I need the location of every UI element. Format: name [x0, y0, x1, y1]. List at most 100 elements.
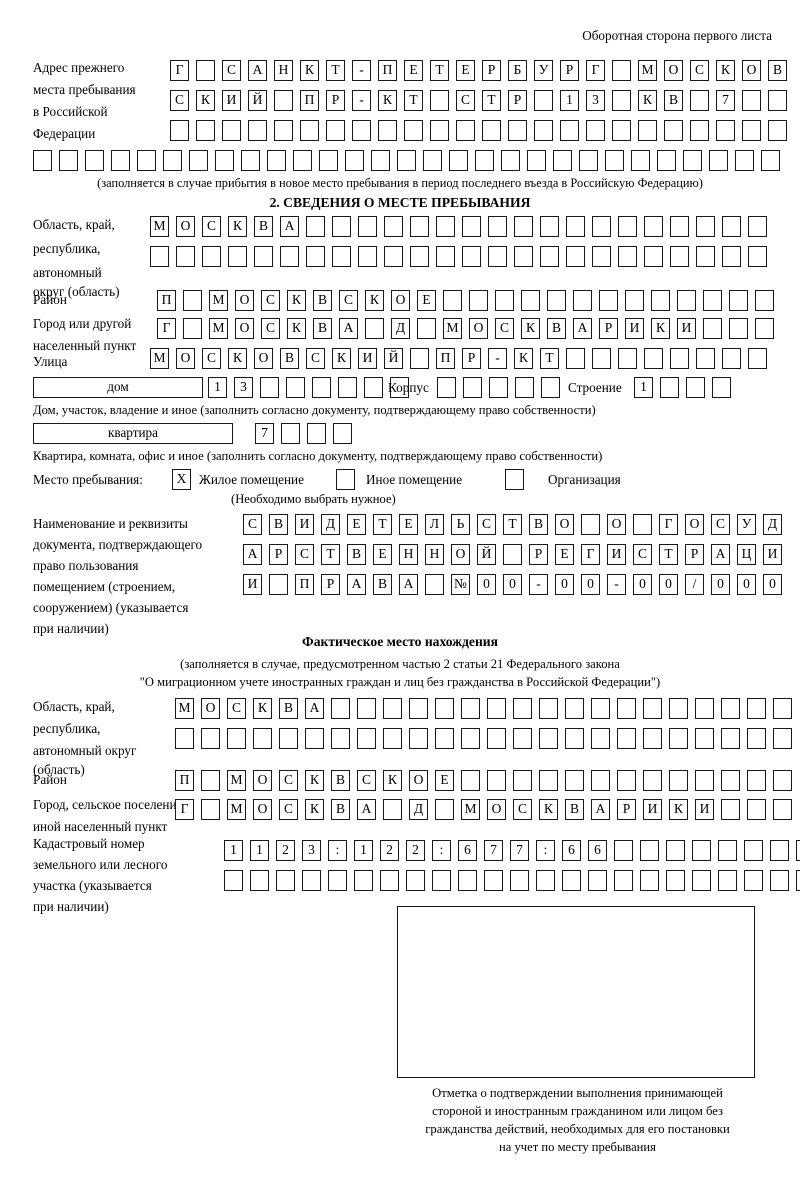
actual-city-row-cell-8[interactable]: А [357, 799, 376, 820]
prev-address-row-3-cell-11[interactable] [430, 120, 449, 141]
prev-address-row-3-cell-9[interactable] [378, 120, 397, 141]
document-row-2-cell-19[interactable]: А [711, 544, 730, 565]
cadastral-row-2[interactable] [224, 870, 800, 891]
document-row-3-cell-14[interactable]: 0 [581, 574, 600, 595]
prev-address-row-2-cell-5[interactable] [274, 90, 293, 111]
document-row-1-cell-16[interactable] [633, 514, 652, 535]
document-row-2-cell-1[interactable]: А [243, 544, 262, 565]
actual-city-row-cell-10[interactable]: Д [409, 799, 428, 820]
street-row-cell-13[interactable]: Р [462, 348, 481, 369]
prev-address-row-1-cell-5[interactable]: Н [274, 60, 293, 81]
actual-city-row-cell-11[interactable] [435, 799, 454, 820]
actual-district-row-cell-17[interactable] [591, 770, 610, 791]
region-row-2-cell-12[interactable] [436, 246, 455, 267]
actual-region-row-2-cell-15[interactable] [539, 728, 558, 749]
street-row-cell-11[interactable] [410, 348, 429, 369]
document-row-1-cell-3[interactable]: И [295, 514, 314, 535]
city-row-cell-13[interactable]: О [469, 318, 488, 339]
city-row-cell-15[interactable]: К [521, 318, 540, 339]
cadastral-row-1-cell-15[interactable]: 6 [588, 840, 607, 861]
prev-address-row-2-cell-8[interactable]: - [352, 90, 371, 111]
actual-region-row-2-cell-11[interactable] [435, 728, 454, 749]
region-row-1-cell-23[interactable] [722, 216, 741, 237]
prev-address-row-2-cell-1[interactable]: С [170, 90, 189, 111]
district-row-cell-5[interactable]: С [261, 290, 280, 311]
actual-region-row-2-cell-7[interactable] [331, 728, 350, 749]
cadastral-row-1-cell-7[interactable]: 2 [380, 840, 399, 861]
prev-address-row-3-cell-10[interactable] [404, 120, 423, 141]
region-row-1-cell-6[interactable]: А [280, 216, 299, 237]
cadastral-row-2-cell-20[interactable] [718, 870, 737, 891]
document-row-3-cell-11[interactable]: 0 [503, 574, 522, 595]
confirmation-stamp-area[interactable] [397, 906, 755, 1078]
cadastral-row-2-cell-2[interactable] [250, 870, 269, 891]
house-number-cells-cell-2[interactable]: 3 [234, 377, 253, 398]
actual-district-row-cell-21[interactable] [695, 770, 714, 791]
district-row-cell-14[interactable] [495, 290, 514, 311]
city-row-cell-2[interactable] [183, 318, 202, 339]
actual-city-row-cell-13[interactable]: О [487, 799, 506, 820]
region-row-1-cell-19[interactable] [618, 216, 637, 237]
street-row-cell-3[interactable]: С [202, 348, 221, 369]
prev-address-row-4-cell-7[interactable] [189, 150, 208, 171]
prev-address-row-2-cell-14[interactable]: Р [508, 90, 527, 111]
region-row-2-cell-9[interactable] [358, 246, 377, 267]
actual-region-row-1-cell-11[interactable] [435, 698, 454, 719]
prev-address-row-3-cell-2[interactable] [196, 120, 215, 141]
prev-address-row-2-cell-23[interactable] [742, 90, 761, 111]
cadastral-row-1-cell-6[interactable]: 1 [354, 840, 373, 861]
cadastral-row-1-cell-10[interactable]: 6 [458, 840, 477, 861]
actual-region-row-2-cell-13[interactable] [487, 728, 506, 749]
actual-district-row-cell-14[interactable] [513, 770, 532, 791]
district-row-cell-21[interactable] [677, 290, 696, 311]
prev-address-row-2-cell-15[interactable] [534, 90, 553, 111]
city-row-cell-6[interactable]: К [287, 318, 306, 339]
actual-region-row-1-cell-8[interactable] [357, 698, 376, 719]
document-row-2-cell-9[interactable]: О [451, 544, 470, 565]
document-row-2-cell-8[interactable]: Н [425, 544, 444, 565]
district-row-cell-22[interactable] [703, 290, 722, 311]
actual-region-row-1-cell-4[interactable]: К [253, 698, 272, 719]
prev-address-row-3-cell-8[interactable] [352, 120, 371, 141]
actual-region-row-2-cell-4[interactable] [253, 728, 272, 749]
district-row-cell-19[interactable] [625, 290, 644, 311]
prev-address-row-3-cell-19[interactable] [638, 120, 657, 141]
cadastral-row-1-cell-19[interactable] [692, 840, 711, 861]
cadastral-row-2-cell-5[interactable] [328, 870, 347, 891]
document-row-2-cell-15[interactable]: И [607, 544, 626, 565]
region-row-1-cell-11[interactable] [410, 216, 429, 237]
actual-district-row-cell-7[interactable]: В [331, 770, 350, 791]
actual-city-row-cell-7[interactable]: В [331, 799, 350, 820]
actual-district-row-cell-2[interactable] [201, 770, 220, 791]
prev-address-row-2-cell-11[interactable] [430, 90, 449, 111]
document-row-1-cell-12[interactable]: В [529, 514, 548, 535]
street-row-cell-19[interactable] [618, 348, 637, 369]
district-row-cell-8[interactable]: С [339, 290, 358, 311]
prev-address-row-4-cell-8[interactable] [215, 150, 234, 171]
cadastral-row-2-cell-8[interactable] [406, 870, 425, 891]
actual-region-row-1-cell-16[interactable] [565, 698, 584, 719]
prev-address-row-2-cell-6[interactable]: П [300, 90, 319, 111]
region-row-2-cell-22[interactable] [696, 246, 715, 267]
document-row-1-cell-1[interactable]: С [243, 514, 262, 535]
prev-address-row-2-cell-16[interactable]: 1 [560, 90, 579, 111]
prev-address-row-4-cell-1[interactable] [33, 150, 52, 171]
district-row-cell-10[interactable]: О [391, 290, 410, 311]
actual-region-row-2-cell-24[interactable] [773, 728, 792, 749]
cadastral-row-2-cell-22[interactable] [770, 870, 789, 891]
prev-address-row-3-cell-6[interactable] [300, 120, 319, 141]
region-row-2-cell-23[interactable] [722, 246, 741, 267]
district-row-cell-12[interactable] [443, 290, 462, 311]
street-row-cell-24[interactable] [748, 348, 767, 369]
actual-region-row-2-cell-10[interactable] [409, 728, 428, 749]
actual-region-row-1-cell-3[interactable]: С [227, 698, 246, 719]
actual-region-row-2[interactable] [175, 728, 799, 749]
actual-region-row-1-cell-14[interactable] [513, 698, 532, 719]
region-row-2-cell-1[interactable] [150, 246, 169, 267]
prev-address-row-2-cell-22[interactable]: 7 [716, 90, 735, 111]
prev-address-row-3-cell-17[interactable] [586, 120, 605, 141]
city-row-cell-18[interactable]: Р [599, 318, 618, 339]
city-row-cell-14[interactable]: С [495, 318, 514, 339]
actual-district-row-cell-19[interactable] [643, 770, 662, 791]
